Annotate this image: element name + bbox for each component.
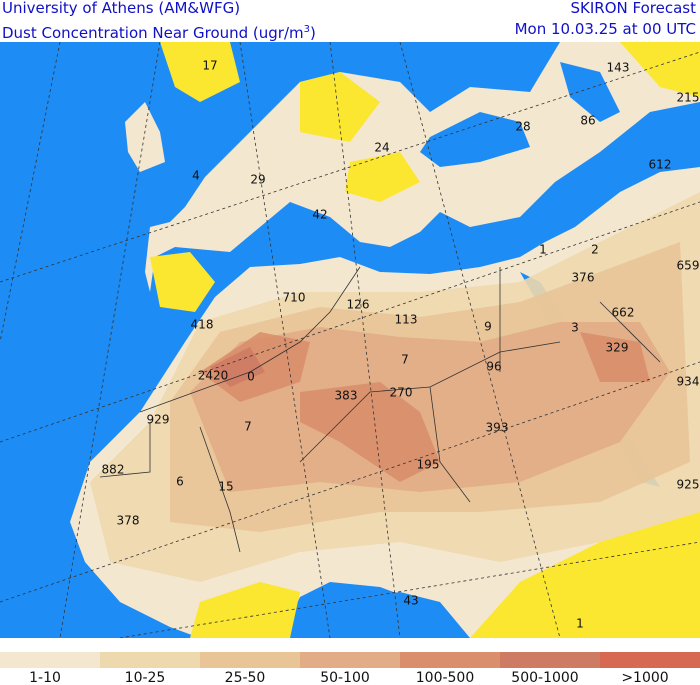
britain (125, 102, 165, 172)
dust-area (300, 382, 440, 482)
header-right: SKIRON Forecast Mon 10.03.25 at 00 UTC (515, 0, 696, 40)
legend-swatch (300, 652, 400, 668)
legend-swatch (100, 652, 200, 668)
concentration-label: 17 (202, 59, 217, 73)
subtitle-end: ) (310, 24, 316, 42)
concentration-label: 378 (117, 514, 140, 528)
caspian (560, 62, 620, 122)
yellow-area (190, 582, 300, 638)
concentration-label: 1 (539, 243, 547, 257)
legend-label: 25-50 (225, 670, 266, 685)
concentration-label: 882 (102, 463, 125, 477)
concentration-label: 215 (677, 91, 700, 105)
legend-swatch (600, 652, 700, 668)
meridian (0, 42, 61, 343)
concentration-label: 28 (515, 120, 530, 134)
border (429, 386, 471, 503)
concentration-label: 662 (612, 306, 635, 320)
concentration-label: 376 (572, 271, 595, 285)
legend-label: 500-1000 (511, 670, 578, 685)
black-sea (420, 112, 530, 167)
concentration-label: 2420 (198, 369, 229, 383)
concentration-label: 710 (283, 291, 306, 305)
concentration-label: 9 (484, 320, 492, 334)
dust-area (210, 347, 265, 387)
yellow-area (345, 152, 420, 202)
yellow-area (470, 512, 700, 638)
subtitle-superscript: 3 (303, 24, 311, 35)
yellow-area (150, 252, 215, 312)
mediterranean (265, 202, 450, 264)
gulf-of-guinea (280, 582, 440, 638)
parallel (119, 541, 700, 638)
concentration-label: 29 (250, 173, 265, 187)
yellow-area (160, 42, 240, 102)
dust-area (190, 322, 670, 492)
concentration-label: 659 (677, 259, 700, 273)
concentration-label: 925 (677, 478, 700, 492)
concentration-label: 929 (147, 413, 170, 427)
border (499, 267, 661, 372)
yellow-area (620, 42, 700, 97)
header-subtitle: Dust Concentration Near Ground (ugr/m3) (2, 19, 316, 44)
concentration-label: 43 (403, 594, 418, 608)
concentration-label: 4 (192, 169, 200, 183)
border (99, 422, 241, 553)
concentration-label: 329 (606, 341, 629, 355)
meridian (59, 42, 161, 638)
legend-swatch (0, 652, 100, 668)
legend-swatch (200, 652, 300, 668)
legend-swatch (500, 652, 600, 668)
concentration-label: 24 (374, 141, 389, 155)
legend-label: 1-10 (29, 670, 61, 685)
concentration-label: 42 (312, 208, 327, 222)
header-date: Mon 10.03.25 at 00 UTC (514, 20, 696, 38)
concentration-label: 418 (191, 318, 214, 332)
europe (145, 42, 700, 292)
borders (99, 266, 661, 553)
subtitle-text: Dust Concentration Near Ground (ugr/m (2, 24, 304, 42)
concentration-label: 2 (591, 243, 599, 257)
concentration-label: 934 (677, 375, 700, 389)
concentration-label: 383 (335, 389, 358, 403)
legend: 1-10 10-25 25-50 50-100 100-500 500-1000 >1000 (0, 652, 700, 685)
concentration-label: 612 (649, 158, 672, 172)
dust-field (90, 192, 700, 582)
concentration-label: 86 (580, 114, 595, 128)
concentration-label: 113 (395, 313, 418, 327)
dust-area (580, 332, 650, 382)
yellow-areas (150, 42, 700, 638)
legend-label: 50-100 (320, 670, 370, 685)
legend-swatch (400, 652, 500, 668)
legend-label: 10-25 (125, 670, 166, 685)
border (139, 266, 361, 413)
concentration-label: 393 (486, 421, 509, 435)
meridian (239, 42, 331, 638)
meridian (329, 42, 401, 638)
concentration-label: 7 (244, 420, 252, 434)
parallel (0, 51, 700, 283)
concentration-label: 143 (607, 61, 630, 75)
graticule (0, 42, 700, 638)
header-model: SKIRON Forecast (570, 0, 696, 17)
concentration-label: 270 (390, 386, 413, 400)
yellow-area (300, 72, 380, 142)
meridian (399, 42, 561, 638)
concentration-label: 96 (486, 360, 501, 374)
concentration-label: 0 (247, 370, 255, 384)
header-left: University of Athens (AM&WFG) Dust Conce… (2, 0, 316, 44)
concentration-label: 15 (218, 480, 233, 494)
concentration-label: 1 (576, 617, 584, 631)
concentration-label: 7 (401, 353, 409, 367)
concentration-label: 195 (417, 458, 440, 472)
concentration-label: 6 (176, 475, 184, 489)
legend-label: 100-500 (416, 670, 475, 685)
legend-label: >1000 (621, 670, 668, 685)
concentration-label: 126 (347, 298, 370, 312)
header-title: University of Athens (AM&WFG) (2, 0, 241, 17)
concentration-label: 3 (571, 321, 579, 335)
